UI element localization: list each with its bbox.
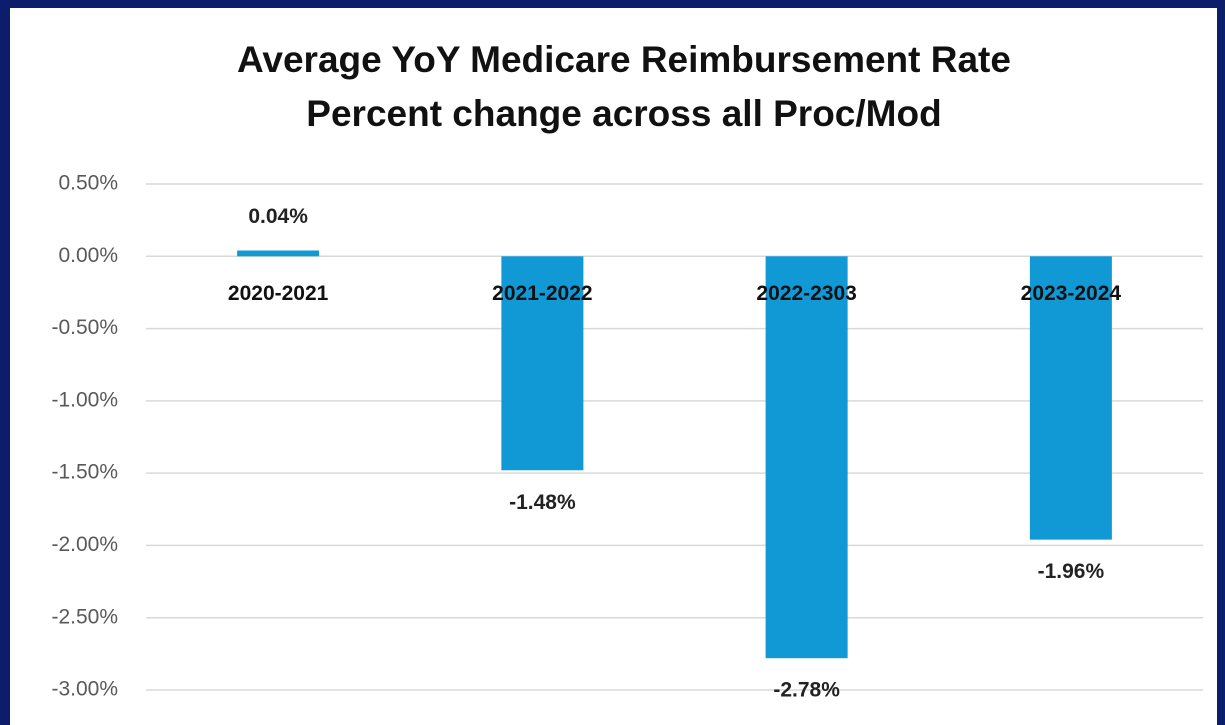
y-tick-label: 0.00% bbox=[58, 244, 118, 267]
data-label: -2.78% bbox=[773, 679, 840, 702]
x-tick-label: 2020-2021 bbox=[228, 282, 329, 305]
bar bbox=[765, 256, 848, 659]
chart-background bbox=[10, 8, 1217, 725]
y-tick-label: -0.50% bbox=[51, 316, 118, 339]
y-tick-label: -2.50% bbox=[51, 605, 118, 628]
x-tick-label: 2023-2024 bbox=[1021, 282, 1122, 305]
bar bbox=[501, 256, 584, 471]
chart-subtitle: Percent change across all Proc/Mod bbox=[306, 93, 941, 134]
y-tick-label: 0.50% bbox=[58, 172, 118, 195]
x-tick-label: 2022-2303 bbox=[756, 282, 856, 305]
y-tick-label: -1.50% bbox=[51, 461, 118, 484]
x-tick-label: 2021-2022 bbox=[492, 282, 592, 305]
y-tick-label: -2.00% bbox=[51, 533, 118, 556]
bar bbox=[1029, 256, 1112, 540]
y-tick-label: -1.00% bbox=[51, 388, 118, 411]
data-label: -1.48% bbox=[509, 491, 576, 514]
chart-title: Average YoY Medicare Reimbursement Rate bbox=[237, 39, 1011, 80]
y-tick-label: -3.00% bbox=[51, 678, 118, 701]
bar bbox=[237, 250, 320, 257]
data-label: 0.04% bbox=[248, 205, 308, 228]
data-label: -1.96% bbox=[1038, 560, 1105, 583]
